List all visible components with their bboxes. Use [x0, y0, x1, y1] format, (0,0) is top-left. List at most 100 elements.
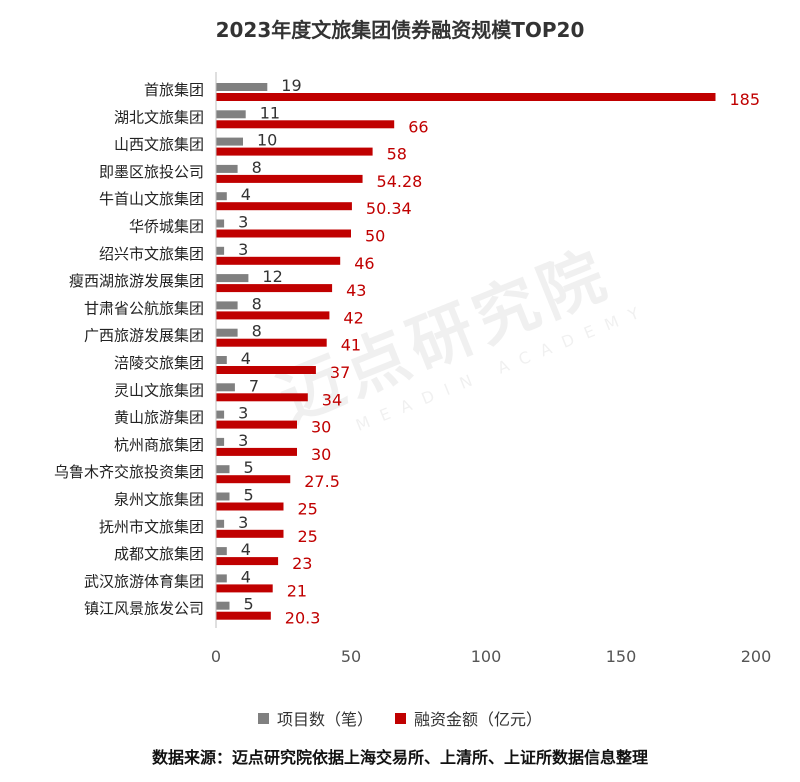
bar-count: [216, 492, 230, 501]
bar-count: [216, 465, 230, 474]
category-label: 湖北文旅集团: [114, 108, 204, 126]
data-label-count: 3: [238, 404, 248, 423]
legend-item-amount: 融资金额（亿元）: [395, 706, 542, 730]
category-label: 成都文旅集团: [114, 545, 204, 563]
data-label-amount: 37: [330, 363, 350, 382]
category-label: 绍兴市文旅集团: [99, 245, 204, 263]
category-label: 泉州文旅集团: [114, 491, 204, 509]
data-label-amount: 54.28: [377, 172, 423, 191]
bar-count: [216, 547, 227, 556]
category-label: 山西文旅集团: [114, 136, 204, 154]
category-label: 镇江风景旅发公司: [84, 600, 204, 618]
data-label-count: 19: [281, 76, 301, 95]
bar-amount: [216, 120, 395, 129]
bar-amount: [216, 502, 284, 511]
bar-chart: 首旅集团 19 185 湖北文旅集团 11 66 山西文旅集团 10 58 即墨区旅投公司 8 54.…: [54, 72, 772, 666]
data-label-amount: 50.34: [366, 199, 412, 218]
bar-count: [216, 328, 238, 337]
bar-amount: [216, 311, 330, 320]
bar-amount: [216, 366, 316, 374]
bar-amount: [216, 229, 351, 238]
x-tick-label: 200: [741, 647, 772, 666]
category-label: 华侨城集团: [129, 218, 204, 236]
bar-amount: [216, 147, 373, 156]
bar-count: [216, 274, 249, 283]
x-tick-label: 100: [471, 647, 502, 666]
category-label: 乌鲁木齐交旅投资集团: [54, 463, 204, 481]
data-label-amount: 25: [298, 527, 318, 546]
bar-amount: [216, 338, 327, 347]
category-label: 杭州商旅集团: [114, 436, 204, 454]
bar-amount: [216, 256, 341, 265]
data-label-amount: 30: [311, 418, 331, 437]
bar-count: [216, 110, 246, 119]
data-label-count: 4: [241, 540, 251, 559]
legend-swatch-amount: [395, 712, 406, 724]
data-label-amount: 25: [298, 500, 318, 519]
data-label-count: 11: [260, 103, 280, 122]
category-label: 首旅集团: [144, 81, 204, 99]
bar-count: [216, 301, 238, 310]
bar-count: [216, 356, 227, 364]
category-label: 广西旅游发展集团: [84, 327, 204, 345]
data-label-count: 3: [238, 431, 248, 450]
data-label-count: 3: [238, 240, 248, 259]
x-tick-label: 50: [341, 647, 361, 666]
data-label-amount: 58: [387, 145, 407, 164]
data-label-amount: 185: [730, 90, 761, 109]
data-label-count: 4: [241, 567, 251, 586]
data-label-count: 4: [241, 185, 251, 204]
bar-amount: [216, 557, 279, 566]
data-label-amount: 30: [311, 445, 331, 464]
data-label-amount: 42: [343, 308, 363, 327]
bar-amount: [216, 447, 297, 456]
bar-amount: [216, 174, 363, 183]
data-label-amount: 21: [287, 581, 307, 600]
legend-label-amount: 融资金额（亿元）: [414, 710, 543, 729]
bar-count: [216, 410, 225, 419]
data-label-amount: 20.3: [285, 609, 321, 628]
category-label: 甘肃省公航旅集团: [84, 299, 204, 317]
category-label: 抚州市文旅集团: [99, 518, 204, 536]
category-label: 灵山文旅集团: [114, 381, 204, 399]
bar-amount: [216, 393, 308, 402]
data-label-count: 3: [238, 513, 248, 532]
bar-count: [216, 519, 225, 528]
data-label-count: 7: [249, 376, 259, 395]
legend-item-count: 项目数（笔）: [257, 706, 373, 730]
bar-count: [216, 246, 225, 255]
bar-count: [216, 137, 243, 146]
data-label-count: 5: [244, 595, 254, 614]
data-label-amount: 66: [408, 117, 428, 136]
source-note: 数据来源：迈点研究院依据上海交易所、上清所、上证所数据信息整理: [151, 748, 648, 767]
data-label-count: 5: [244, 458, 254, 477]
data-label-amount: 46: [354, 254, 374, 273]
data-label-count: 8: [252, 322, 262, 341]
category-label: 牛首山文旅集团: [99, 190, 204, 208]
data-label-amount: 43: [346, 281, 366, 300]
bar-amount: [216, 529, 284, 538]
data-label-count: 10: [257, 131, 277, 150]
bar-count: [216, 574, 227, 583]
x-tick-label: 150: [606, 647, 637, 666]
data-label-count: 4: [241, 349, 251, 368]
bar-count: [216, 437, 225, 446]
bar-amount: [216, 284, 333, 293]
data-label-amount: 27.5: [304, 472, 340, 491]
category-label: 即墨区旅投公司: [99, 163, 204, 181]
bar-count: [216, 83, 268, 91]
legend: 项目数（笔） 融资金额（亿元）: [0, 706, 800, 730]
bar-amount: [216, 584, 273, 593]
bar-count: [216, 383, 235, 392]
legend-label-count: 项目数（笔）: [276, 710, 373, 729]
bar-count: [216, 219, 225, 228]
data-label-count: 12: [262, 267, 282, 286]
bar-amount: [216, 611, 271, 620]
category-label: 武汉旅游体育集团: [84, 572, 204, 590]
data-label-amount: 23: [292, 554, 312, 573]
bar-count: [216, 192, 227, 201]
category-label: 黄山旅游集团: [114, 409, 204, 427]
data-label-count: 3: [238, 213, 248, 232]
chart-title: 2023年度文旅集团债券融资规模TOP20: [215, 18, 585, 42]
x-tick-label: 0: [211, 647, 221, 666]
